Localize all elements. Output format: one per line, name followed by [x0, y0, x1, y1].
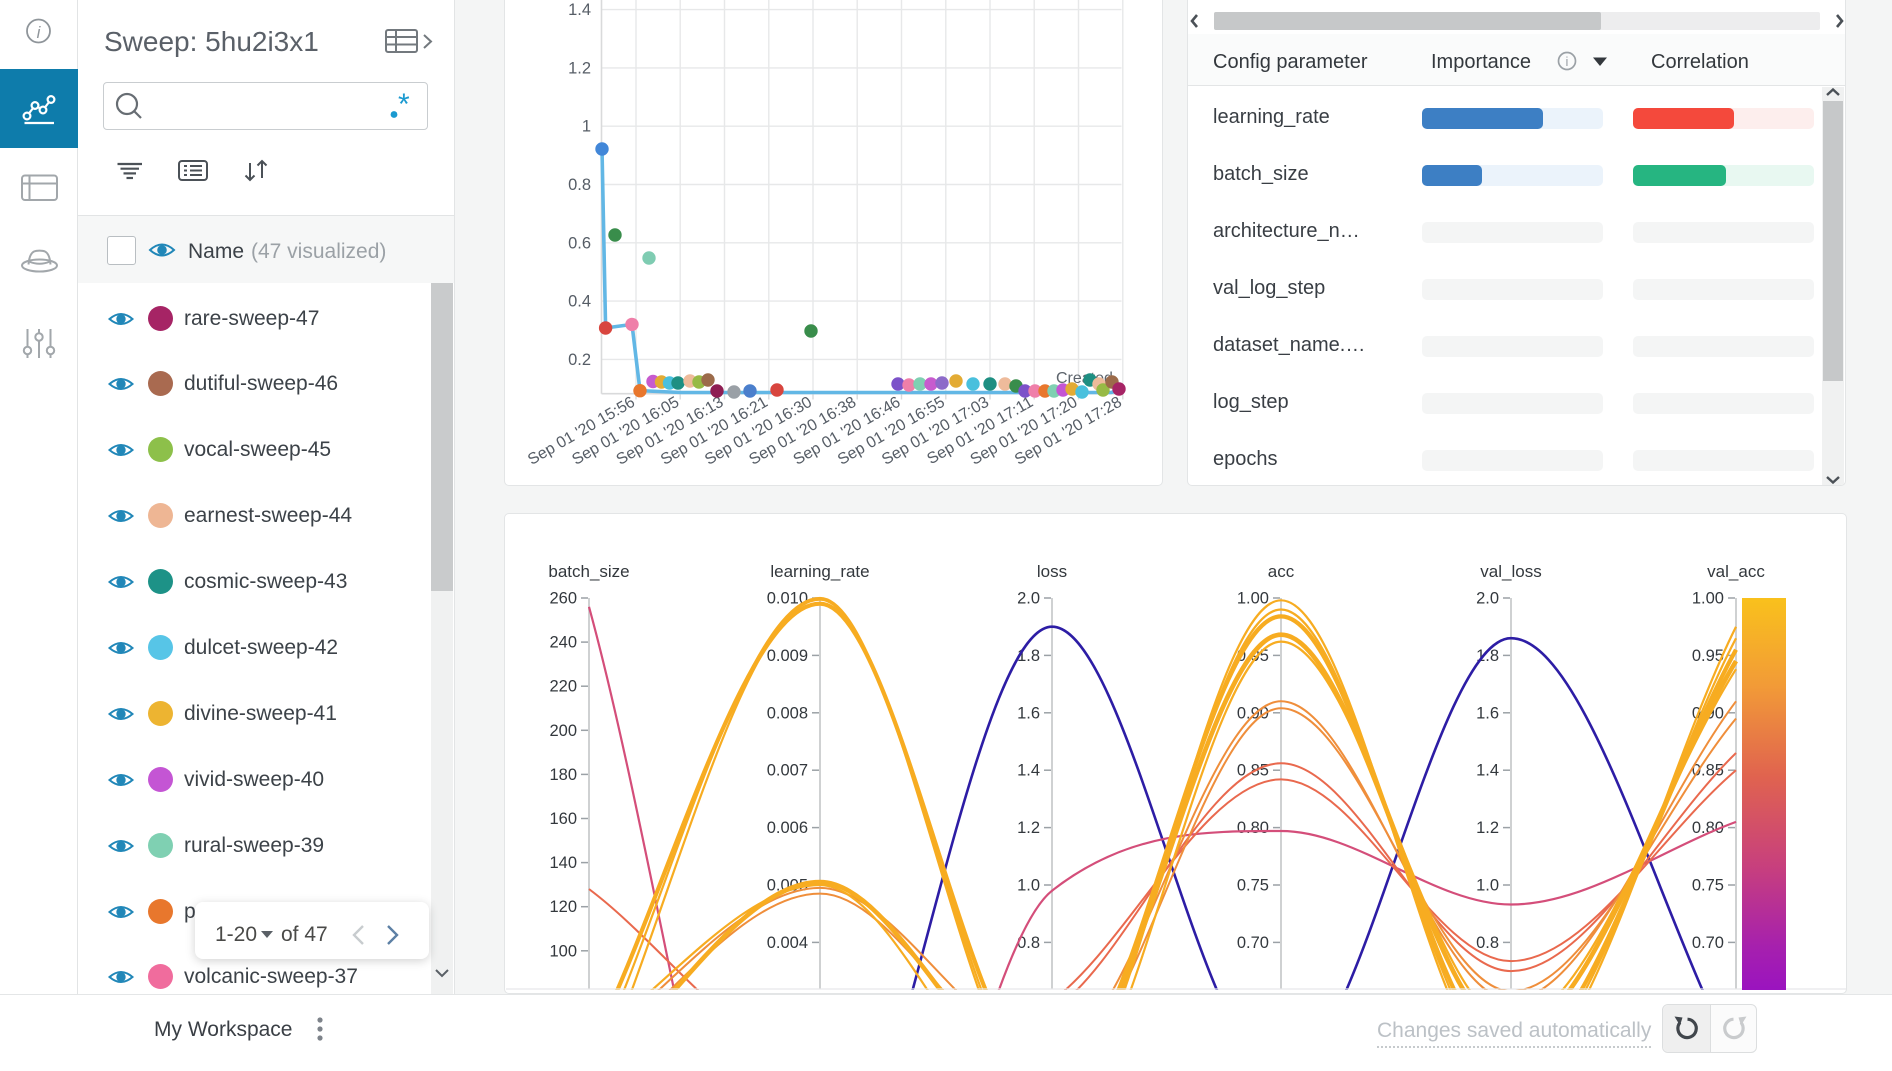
svg-text:of 47: of 47: [281, 923, 328, 946]
svg-text:1.4: 1.4: [568, 1, 591, 19]
svg-text:i: i: [37, 23, 42, 42]
svg-text:0.006: 0.006: [767, 819, 808, 837]
svg-text:1.0: 1.0: [1017, 877, 1040, 895]
svg-text:1.6: 1.6: [1476, 704, 1499, 722]
svg-text:260: 260: [549, 590, 577, 608]
svg-text:0.004: 0.004: [767, 934, 808, 952]
svg-text:180: 180: [549, 766, 577, 784]
svg-text:0.95: 0.95: [1692, 647, 1724, 665]
svg-text:Correlation: Correlation: [1651, 51, 1749, 73]
svg-text:0.4: 0.4: [568, 293, 591, 311]
svg-text:0.75: 0.75: [1237, 877, 1269, 895]
svg-text:i: i: [1566, 54, 1569, 69]
svg-text:0.009: 0.009: [767, 647, 808, 665]
svg-text:2.0: 2.0: [1017, 590, 1040, 608]
svg-text:1.2: 1.2: [1017, 819, 1040, 837]
svg-text:1.0: 1.0: [1476, 877, 1499, 895]
svg-text:0.8: 0.8: [1476, 934, 1499, 952]
svg-text:1.2: 1.2: [1476, 819, 1499, 837]
svg-text:Importance: Importance: [1431, 51, 1531, 73]
svg-text:240: 240: [549, 634, 577, 652]
svg-text:learning_rate: learning_rate: [770, 562, 869, 581]
svg-text:0.75: 0.75: [1692, 877, 1724, 895]
svg-text:val_loss: val_loss: [1480, 562, 1541, 581]
svg-text:0.6: 0.6: [568, 234, 591, 252]
svg-text:1-20: 1-20: [215, 923, 257, 946]
svg-text:160: 160: [549, 810, 577, 828]
svg-text:0.008: 0.008: [767, 704, 808, 722]
svg-text:Name: Name: [188, 240, 244, 263]
svg-text:1.8: 1.8: [1476, 647, 1499, 665]
svg-text:1.6: 1.6: [1017, 704, 1040, 722]
svg-text:0.8: 0.8: [568, 176, 591, 194]
svg-text:140: 140: [549, 854, 577, 872]
svg-text:0.70: 0.70: [1237, 934, 1269, 952]
svg-text:1.2: 1.2: [568, 59, 591, 77]
svg-text:0.8: 0.8: [1017, 934, 1040, 952]
svg-text:120: 120: [549, 898, 577, 916]
svg-text:*: *: [398, 88, 410, 121]
svg-text:val_acc: val_acc: [1707, 562, 1765, 581]
svg-text:(47 visualized): (47 visualized): [251, 240, 386, 263]
svg-text:0.80: 0.80: [1692, 819, 1724, 837]
svg-text:1.00: 1.00: [1237, 590, 1269, 608]
svg-text:0.007: 0.007: [767, 762, 808, 780]
svg-text:200: 200: [549, 722, 577, 740]
svg-text:loss: loss: [1037, 562, 1067, 581]
svg-text:1.00: 1.00: [1692, 590, 1724, 608]
svg-text:Config parameter: Config parameter: [1213, 51, 1368, 73]
svg-text:1.4: 1.4: [1017, 762, 1040, 780]
svg-text:acc: acc: [1268, 562, 1295, 581]
svg-text:220: 220: [549, 678, 577, 696]
svg-text:0.2: 0.2: [568, 351, 591, 369]
svg-text:100: 100: [549, 942, 577, 960]
svg-text:batch_size: batch_size: [548, 562, 629, 581]
svg-text:2.0: 2.0: [1476, 590, 1499, 608]
svg-text:0.70: 0.70: [1692, 934, 1724, 952]
svg-text:0.80: 0.80: [1237, 819, 1269, 837]
svg-text:0.010: 0.010: [767, 590, 808, 608]
svg-text:1.4: 1.4: [1476, 762, 1499, 780]
svg-text:1: 1: [582, 118, 591, 136]
